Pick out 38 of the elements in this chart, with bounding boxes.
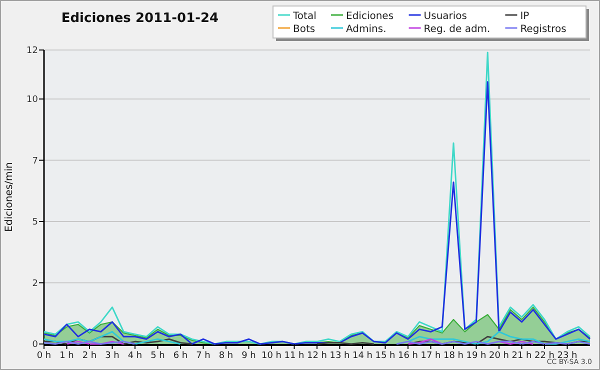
legend-label: Ediciones	[346, 11, 394, 22]
x-tick-label: 6 h	[173, 351, 188, 361]
x-tick-label: 10 h	[261, 351, 282, 361]
legend-label: Usuarios	[424, 11, 468, 22]
x-tick-label: 5 h	[150, 351, 165, 361]
y-tick-label: 0	[32, 340, 38, 350]
y-tick-label: 7	[32, 156, 38, 166]
y-tick-label: 2	[32, 278, 38, 289]
legend-label: Admins.	[346, 24, 386, 35]
y-tick-label: 12	[26, 46, 38, 56]
chart-title: Ediciones 2011-01-24	[61, 11, 219, 26]
x-tick-label: 17 h	[420, 351, 441, 361]
x-tick-label: 1 h	[60, 351, 74, 361]
x-tick-label: 9 h	[242, 351, 256, 361]
legend-label: Bots	[293, 24, 316, 35]
x-tick-label: 7 h	[196, 351, 210, 361]
x-tick-label: 19 h	[466, 351, 486, 361]
legend-label: Total	[292, 11, 316, 22]
x-tick-label: 20 h	[488, 351, 510, 361]
x-tick-label: 3 h	[105, 351, 120, 361]
x-tick-label: 12 h	[306, 351, 328, 361]
y-tick-label: 10	[26, 95, 38, 105]
x-tick-label: 11 h	[284, 351, 304, 361]
x-tick-label: 8 h	[218, 351, 234, 361]
legend-label: Registros	[520, 24, 566, 35]
x-tick-label: 15 h	[375, 351, 396, 361]
x-tick-label: 21 h	[512, 351, 532, 361]
x-tick-label: 4 h	[128, 351, 142, 361]
y-tick-label: 5	[32, 218, 38, 228]
x-tick-label: 2 h	[82, 351, 97, 361]
legend-label: IP	[520, 11, 530, 22]
y-axis-title: Ediciones/min	[4, 162, 15, 232]
legend-label: Reg. de adm.	[424, 24, 490, 35]
x-tick-label: 18 h	[443, 351, 464, 361]
x-tick-label: 14 h	[352, 351, 373, 361]
x-tick-label: 13 h	[330, 351, 350, 361]
x-tick-label: 16 h	[398, 351, 418, 361]
x-tick-label: 0 h	[36, 351, 52, 361]
